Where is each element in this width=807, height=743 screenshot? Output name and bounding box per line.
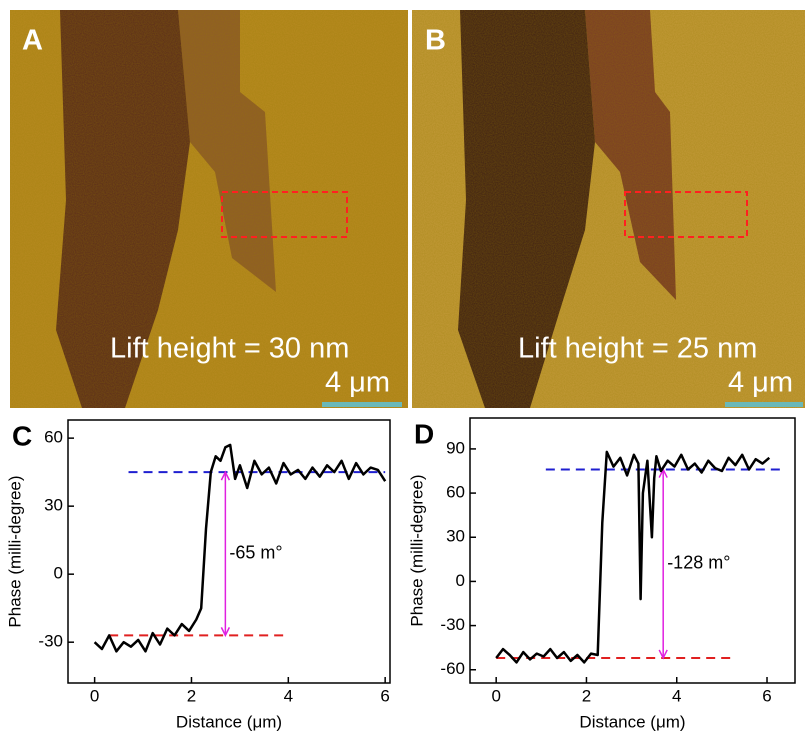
y-tick-label: 30 [446,527,465,546]
caption: Lift height = 30 nm [110,333,349,365]
y-tick-label: -30 [38,632,63,651]
x-tick-label: 6 [380,686,389,705]
y-tick-label: 0 [456,571,465,590]
plot-frame [469,417,796,684]
plot-frame [67,419,391,684]
x-axis-label: Distance (μm) [176,712,282,731]
data-line [93,443,387,653]
panel-label: A [22,25,43,57]
panel-label: D [414,418,434,449]
panel-label: C [12,420,32,451]
y-axis-label: Phase (milli-degree) [407,474,426,626]
caption: Lift height = 25 nm [518,333,757,365]
arrow-head [220,470,231,638]
x-tick-label: 0 [90,686,99,705]
x-tick-label: 2 [187,686,196,705]
y-tick-label: -30 [440,615,465,634]
y-tick-label: 90 [446,438,465,457]
y-tick-label: 30 [44,496,63,515]
scale-label: 4 μm [325,367,390,399]
y-axis-label: Phase (milli-degree) [5,475,24,627]
panel-label: B [425,25,446,57]
y-tick-label: 0 [54,564,63,583]
afm-image-a [10,10,408,408]
scale-label: 4 μm [728,367,793,399]
x-tick-label: 4 [284,686,293,705]
x-tick-label: 4 [672,686,681,705]
annotation-label: -128 m° [667,553,730,573]
x-axis-label: Distance (μm) [579,712,685,731]
data-line [495,450,771,664]
x-tick-label: 2 [582,686,591,705]
x-tick-label: 0 [491,686,500,705]
y-tick-label: 60 [44,428,63,447]
y-tick-label: -60 [440,659,465,678]
y-tick-label: 60 [446,483,465,502]
afm-image-b [412,10,805,408]
x-tick-label: 6 [762,686,771,705]
annotation-label: -65 m° [229,543,282,563]
